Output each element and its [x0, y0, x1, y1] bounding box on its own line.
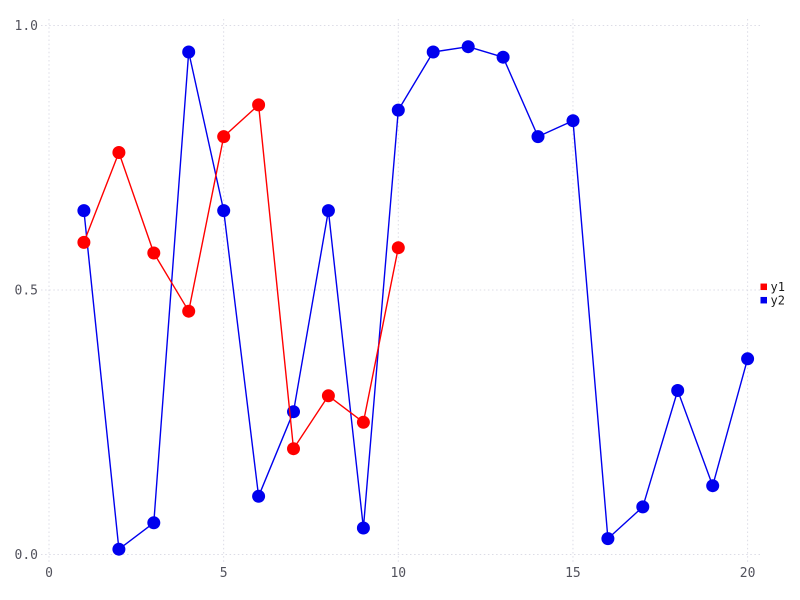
series-point-y2-x11 — [426, 45, 440, 59]
series-point-y2-x18 — [671, 384, 685, 397]
series-point-y1-x4 — [182, 304, 196, 318]
series-line-y1 — [83, 104, 399, 450]
series-point-y2-x3 — [147, 516, 161, 530]
legend-label-y2: y2 — [771, 293, 785, 307]
series-point-y1-x8 — [321, 389, 335, 403]
series-point-y1-x7 — [287, 442, 300, 456]
series-point-y1-x2 — [112, 146, 126, 159]
series-point-y1-x6 — [252, 98, 266, 112]
series-point-y2-x16 — [601, 532, 615, 546]
series-point-y2-x14 — [531, 130, 545, 144]
series-point-y1-x10 — [391, 241, 405, 255]
legend-swatch-y2 — [760, 296, 767, 304]
series-point-y2-x1 — [77, 204, 91, 218]
series-point-y2-x19 — [706, 479, 720, 493]
legend-label-y1: y1 — [771, 280, 785, 294]
series-point-y2-x5 — [217, 204, 231, 218]
series-line-y2 — [83, 46, 749, 550]
y-tick-label-0.0: 0.0 — [15, 548, 38, 563]
y-tick-label-0.5: 0.5 — [15, 284, 38, 299]
legend-swatch-y1 — [760, 283, 767, 291]
series-point-y1-x5 — [217, 130, 231, 144]
series-point-y2-x12 — [461, 40, 475, 54]
series-point-y2-x9 — [356, 521, 370, 535]
series-point-y2-x20 — [741, 352, 755, 366]
x-tick-label-5: 5 — [220, 566, 228, 581]
series-point-y2-x13 — [496, 50, 510, 64]
series-point-y2-x8 — [321, 204, 335, 218]
series-point-y1-x3 — [147, 246, 161, 260]
tick-labels: 0.0 0.5 1.0 0 5 10 15 20 — [15, 19, 756, 581]
series-layer — [77, 40, 755, 556]
series-point-y2-x17 — [636, 500, 650, 514]
y-tick-label-1.0: 1.0 — [15, 19, 38, 34]
grid-layer — [41, 19, 760, 563]
series-point-y2-x6 — [252, 489, 266, 503]
x-tick-label-0: 0 — [45, 566, 53, 581]
series-point-y2-x15 — [566, 114, 580, 128]
series-point-y2-x4 — [182, 45, 196, 59]
x-tick-label-10: 10 — [390, 566, 406, 581]
x-tick-label-20: 20 — [740, 566, 756, 581]
series-point-y1-x9 — [356, 415, 370, 429]
series-point-y2-x2 — [112, 542, 126, 556]
x-tick-label-15: 15 — [565, 566, 581, 581]
series-point-y1-x1 — [77, 235, 91, 249]
series-point-y2-x10 — [391, 103, 405, 117]
